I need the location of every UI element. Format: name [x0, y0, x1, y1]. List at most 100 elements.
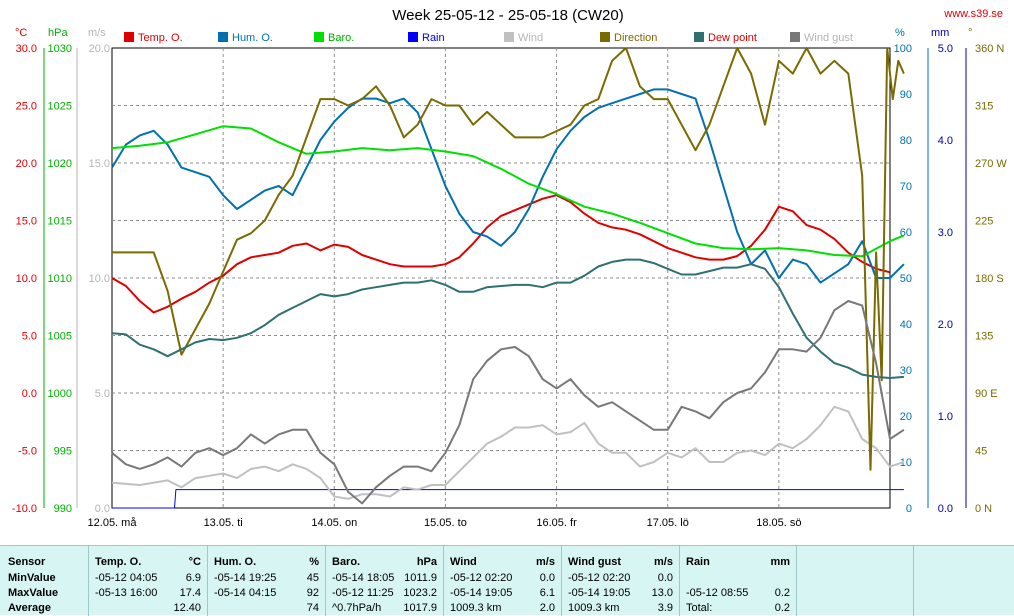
rain-tick-label: 0.0 — [938, 503, 953, 515]
stats-temp-avg-value: 12.40 — [173, 602, 201, 614]
hum-tick-label: 90 — [900, 89, 912, 101]
legend-label: Temp. O. — [138, 32, 183, 44]
rain-tick-label: 4.0 — [938, 135, 953, 147]
hum-tick-label: 100 — [894, 43, 912, 55]
stats-baro-unit: hPa — [416, 556, 437, 568]
dir-tick-label: 135 — [975, 331, 993, 343]
stats-baro-max-value: 1023.2 — [403, 587, 437, 599]
x-tick-label: 17.05. lö — [647, 517, 689, 529]
wind-tick-label: 0.0 — [95, 503, 110, 515]
stats-wind-min-time: -05-12 02:20 — [450, 572, 513, 584]
stats-gust-distance: 1009.3 km — [568, 602, 620, 614]
baro-tick-label: 1015 — [48, 216, 72, 228]
stats-col-rain: Rain mm -05-12 08:55 0.2 Total: 0.2 — [679, 546, 796, 616]
stats-hum-unit: % — [309, 556, 319, 568]
stats-col-wind: Wind m/s -05-12 02:20 0.0 -05-14 19:05 6… — [443, 546, 561, 616]
x-tick-label: 16.05. fr — [536, 517, 577, 529]
stats-wind-max-value: 6.1 — [539, 587, 555, 599]
rain-tick-label: 3.0 — [938, 227, 953, 239]
stats-hum-min-time: -05-14 19:25 — [214, 572, 277, 584]
temp-tick-label: -5.0 — [18, 446, 37, 458]
stats-row-label: MinValue — [8, 572, 56, 584]
series-line — [112, 489, 904, 509]
legend-label: Baro. — [328, 32, 354, 44]
stats-sensor-header: Sensor — [8, 556, 46, 568]
stats-wind-avg-value: 2.0 — [539, 602, 555, 614]
stats-baro-avg-value: 1017.9 — [403, 602, 437, 614]
baro-tick-label: 1030 — [48, 43, 72, 55]
temp-tick-label: 0.0 — [22, 388, 37, 400]
temp-tick-label: 15.0 — [16, 216, 37, 228]
rain-tick-label: 5.0 — [938, 43, 953, 55]
stats-gust-min-time: -05-12 02:20 — [568, 572, 631, 584]
temp-tick-label: 10.0 — [16, 273, 37, 285]
temp-tick-label: -10.0 — [12, 503, 37, 515]
baro-tick-label: 1025 — [48, 101, 72, 113]
weather-chart: Week 25-05-12 - 25-05-18 (CW20) www.s39.… — [12, 7, 1007, 529]
stats-col-temp: Temp. O. °C -05-12 04:05 6.9 -05-13 16:0… — [88, 546, 207, 616]
chart-axes: 12.05. må 13.05. ti 14.05. on 15.05. to 16.0… — [12, 43, 1007, 529]
stats-row-label: MaxValue — [8, 587, 59, 599]
stats-wind-unit: m/s — [536, 556, 555, 568]
legend-swatch — [790, 32, 800, 42]
legend-swatch — [218, 32, 228, 42]
stats-gust-unit: m/s — [654, 556, 673, 568]
stats-table: Sensor MinValue MaxValue Average Temp. O… — [0, 545, 1014, 616]
stats-col-sensor: Sensor MinValue MaxValue Average — [0, 546, 88, 616]
series-line — [111, 300, 905, 505]
hum-tick-label: 40 — [900, 319, 912, 331]
stats-rain-unit: mm — [770, 556, 790, 568]
stats-rain-total-value: 0.2 — [774, 602, 790, 614]
stats-temp-min-time: -05-12 04:05 — [95, 572, 158, 584]
wind-tick-label: 10.0 — [89, 273, 110, 285]
legend-label: Rain — [422, 32, 445, 44]
dir-tick-label: 45 — [975, 446, 987, 458]
stats-col-baro: Baro. hPa -05-14 18:05 1011.9 -05-12 11:… — [325, 546, 443, 616]
baro-tick-label: 1020 — [48, 158, 72, 170]
dir-tick-label: 0 N — [975, 503, 992, 515]
stats-col-empty — [913, 546, 1014, 616]
stats-rain-max-value: 0.2 — [774, 587, 790, 599]
temp-unit-label: °C — [15, 27, 27, 39]
stats-wind-header: Wind — [450, 556, 477, 568]
stats-rain-max-time: -05-12 08:55 — [686, 587, 749, 599]
stats-baro-trend: ^0.7hPa/h — [332, 602, 382, 614]
stats-rain-header: Rain — [686, 556, 710, 568]
hum-tick-label: 50 — [900, 273, 912, 285]
stats-temp-header: Temp. O. — [95, 556, 142, 568]
legend-swatch — [504, 32, 514, 42]
dir-tick-label: 270 W — [975, 158, 1007, 170]
legend-label: Wind gust — [804, 32, 853, 44]
stats-hum-min-value: 45 — [306, 572, 319, 584]
series-line — [111, 258, 904, 379]
temp-tick-label: 20.0 — [16, 158, 37, 170]
wind-unit-label: m/s — [88, 27, 106, 39]
series-line — [111, 194, 891, 314]
stats-col-gust: Wind gust m/s -05-12 02:20 0.0 -05-14 19… — [561, 546, 679, 616]
dir-tick-label: 360 N — [975, 43, 1004, 55]
series-line — [112, 47, 905, 471]
stats-baro-header: Baro. — [332, 556, 361, 568]
site-label: www.s39.se — [943, 8, 1003, 20]
dir-tick-label: 90 E — [975, 388, 998, 400]
x-tick-label: 12.05. må — [88, 517, 138, 529]
stats-hum-max-value: 92 — [306, 587, 319, 599]
stats-hum-avg-value: 74 — [306, 602, 319, 614]
temp-tick-label: 5.0 — [22, 331, 37, 343]
wind-tick-label: 5.0 — [95, 388, 110, 400]
legend-swatch — [314, 32, 324, 42]
wind-tick-label: 20.0 — [89, 43, 110, 55]
rain-unit-label: mm — [931, 27, 949, 39]
chart-grid — [111, 47, 891, 509]
legend-label: Dew point — [708, 32, 757, 44]
stats-gust-min-value: 0.0 — [657, 572, 673, 584]
series-line — [111, 125, 905, 258]
series-line — [111, 88, 905, 284]
stats-hum-max-time: -05-14 04:15 — [214, 587, 277, 599]
x-tick-label: 14.05. on — [311, 517, 357, 529]
legend-swatch — [694, 32, 704, 42]
stats-col-hum: Hum. O. % -05-14 19:25 45 -05-14 04:15 9… — [207, 546, 325, 616]
stats-hum-header: Hum. O. — [214, 556, 257, 568]
baro-unit-label: hPa — [48, 27, 68, 39]
stats-col-empty — [796, 546, 913, 616]
